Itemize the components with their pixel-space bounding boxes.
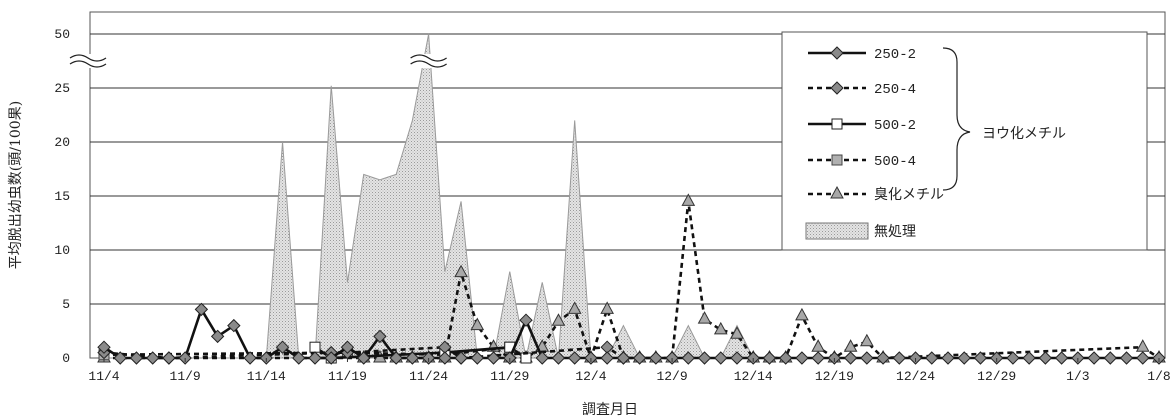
marker-triangle (1137, 340, 1149, 351)
marker-diamond (163, 352, 175, 364)
x-tick-label: 11/19 (328, 369, 367, 384)
marker-diamond (942, 352, 954, 364)
legend-label: 臭化メチル (874, 187, 944, 203)
marker-square-open (310, 342, 320, 352)
marker-diamond (1121, 352, 1133, 364)
legend-box (782, 32, 1147, 250)
x-tick-label: 11/14 (247, 369, 286, 384)
x-tick-label: 11/24 (409, 369, 448, 384)
marker-diamond (244, 352, 256, 364)
x-axis-label: 調査月日 (582, 402, 638, 418)
legend-label: 500-2 (874, 118, 916, 134)
marker-diamond (1039, 352, 1051, 364)
legend-label: 250-4 (874, 82, 916, 98)
marker-triangle (699, 312, 711, 323)
x-tick-label: 1/8 (1147, 369, 1170, 384)
marker-diamond (861, 352, 873, 364)
x-tick-label: 12/9 (656, 369, 687, 384)
marker-diamond (796, 352, 808, 364)
x-tick-label: 1/3 (1066, 369, 1089, 384)
y-tick-label: 50 (54, 27, 70, 42)
y-tick-label: 0 (62, 351, 70, 366)
marker-diamond (1023, 352, 1035, 364)
x-tick-label: 12/19 (815, 369, 854, 384)
y-tick-label: 25 (54, 81, 70, 96)
marker-diamond (958, 352, 970, 364)
marker-triangle (861, 335, 873, 346)
axis-break-marks (68, 54, 447, 68)
marker-diamond (926, 352, 938, 364)
legend-label: 250-2 (874, 47, 916, 63)
marker-diamond (845, 352, 857, 364)
marker-diamond (893, 352, 905, 364)
legend-label: 500-4 (874, 154, 916, 170)
marker-square-gray (832, 155, 842, 165)
y-tick-label: 15 (54, 189, 70, 204)
x-tick-label: 12/29 (977, 369, 1016, 384)
x-tick-label: 12/24 (896, 369, 935, 384)
y-tick-label: 10 (54, 243, 70, 258)
marker-diamond (520, 314, 532, 326)
marker-diamond (1088, 352, 1100, 364)
marker-diamond (1104, 352, 1116, 364)
legend-group-label: ヨウ化メチル (982, 126, 1066, 142)
y-axis-label: 平均脱出幼虫数(頭/100果) (8, 101, 24, 269)
marker-diamond (195, 303, 207, 315)
marker-diamond (1137, 352, 1149, 364)
legend-swatch-area (806, 223, 868, 239)
x-tick-label: 11/4 (88, 369, 119, 384)
x-tick-label: 11/9 (170, 369, 201, 384)
y-tick-label: 20 (54, 135, 70, 150)
marker-square-open (832, 119, 842, 129)
legend-label: 無処理 (874, 224, 916, 240)
marker-diamond (147, 352, 159, 364)
marker-triangle (796, 309, 808, 320)
x-tick-label: 12/14 (734, 369, 773, 384)
marker-diamond (812, 352, 824, 364)
marker-triangle (812, 340, 824, 351)
marker-diamond (1056, 352, 1068, 364)
x-tick-label: 11/29 (490, 369, 529, 384)
x-tick-label: 12/4 (575, 369, 606, 384)
y-tick-label: 5 (62, 297, 70, 312)
